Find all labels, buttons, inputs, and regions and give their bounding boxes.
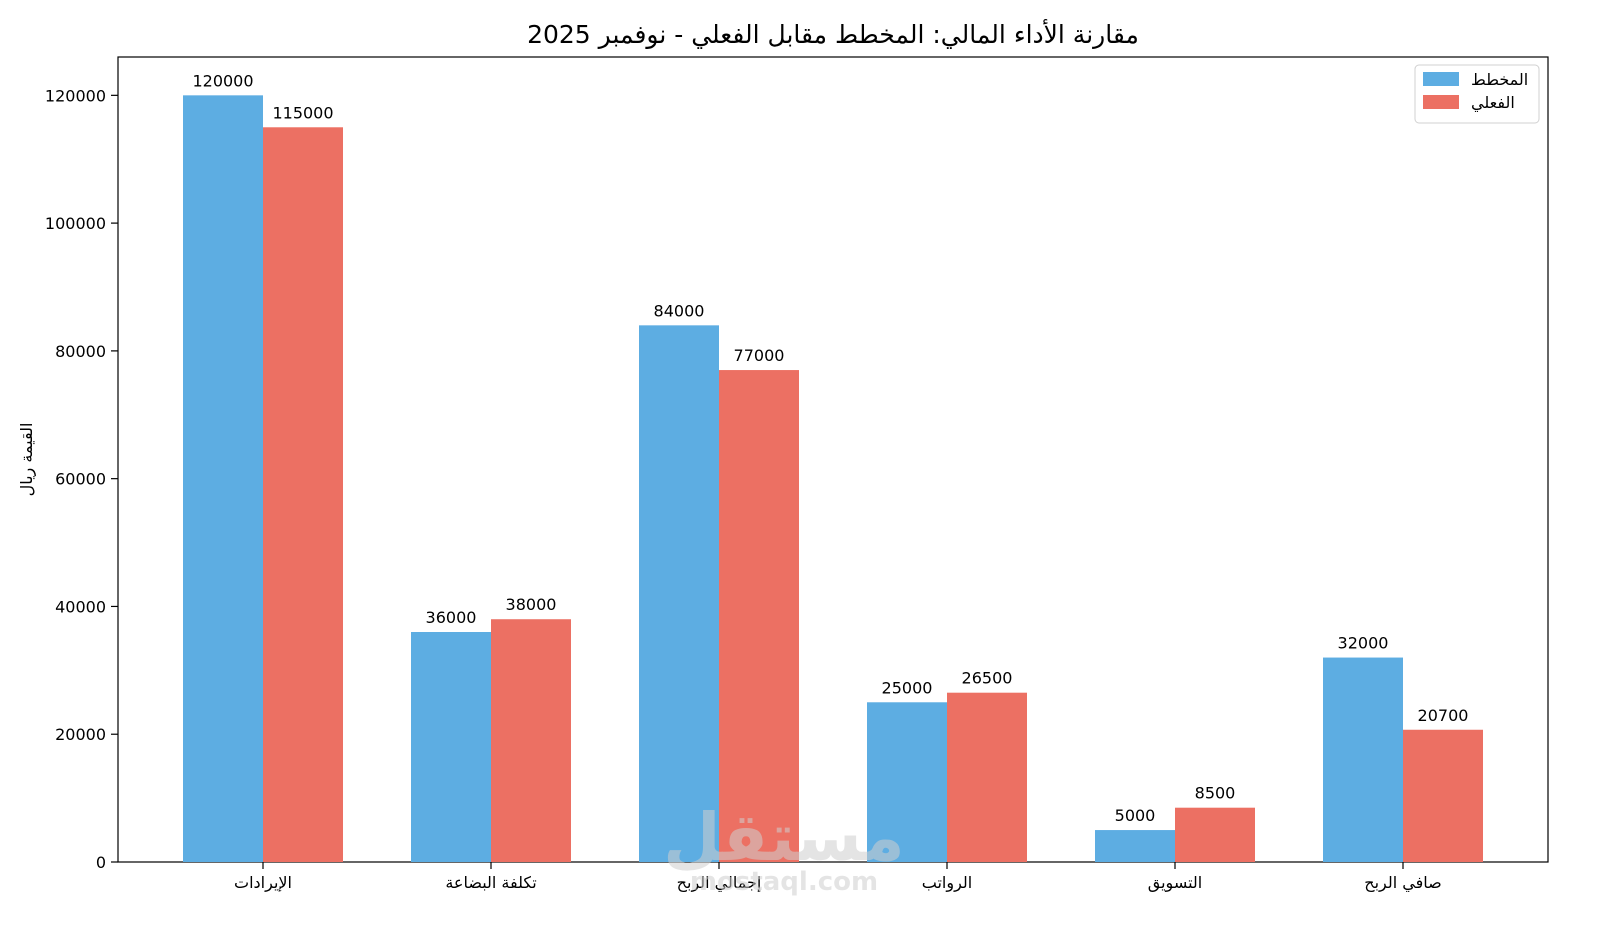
x-tick-label: تكلفة البضاعة [445,873,536,892]
bar-actual [491,619,571,862]
bar-value-label: 25000 [882,678,933,697]
bar-value-label: 36000 [426,608,477,627]
x-axis: الإيرادات تكلفة البضاعة إجمالي الربح الروات… [234,862,1442,893]
bar-value-label: 20700 [1418,706,1469,725]
watermark-url-text: mostaql.com [690,867,878,897]
plot-area [117,56,1549,863]
x-tick-label: الرواتب [922,873,972,893]
bar-value-label: 38000 [506,595,557,614]
bar-actual [1403,729,1483,862]
plot-frame [117,56,1549,863]
bar-planned [867,702,947,862]
bar-value-label: 115000 [272,103,333,122]
bar-planned [639,325,719,862]
bar-value-label: 26500 [962,669,1013,688]
bar-planned [1323,657,1403,862]
watermark-logo-text: مستقل [663,799,904,876]
y-tick-label: 60000 [55,470,106,489]
bar-value-label: 32000 [1338,634,1389,653]
legend-swatch [1423,95,1459,109]
x-tick-label: الإيرادات [234,873,292,893]
watermark: مستقل mostaql.com [663,799,904,897]
legend-swatch [1423,72,1459,86]
bars-group [183,95,1483,863]
value-labels: 120000 115000 36000 38000 84000 77000 25000 265… [192,71,1468,825]
bar-value-label: 84000 [654,301,705,320]
bar-planned [1095,830,1175,862]
y-tick-label: 100000 [45,214,106,233]
legend-label: الفعلي [1471,93,1515,113]
bar-planned [183,95,263,863]
legend: المخطط الفعلي [1414,64,1540,124]
y-axis: 0 20000 40000 60000 80000 100000 120000 [45,86,118,872]
legend-label: المخطط [1471,70,1528,89]
y-tick-label: 40000 [55,597,106,616]
bar-actual [263,127,343,863]
bar-value-label: 8500 [1195,784,1236,803]
bar-planned [411,632,491,862]
y-tick-label: 120000 [45,86,106,105]
bar-actual [947,692,1027,862]
x-tick-label: إجمالي الربح [677,873,762,893]
bar-actual [719,370,799,862]
x-tick-label: التسويق [1148,873,1202,893]
x-tick-label: صافي الربح [1364,873,1441,893]
y-tick-label: 20000 [55,725,106,744]
y-tick-label: 0 [96,853,106,872]
bar-value-label: 120000 [192,71,253,90]
y-tick-label: 80000 [55,342,106,361]
bar-value-label: 5000 [1115,806,1156,825]
y-axis-label: القيمة ريال [17,423,37,497]
bar-value-label: 77000 [734,346,785,365]
chart-title: مقارنة الأداء المالي: المخطط مقابل الفعل… [527,18,1139,49]
bar-actual [1175,807,1255,862]
